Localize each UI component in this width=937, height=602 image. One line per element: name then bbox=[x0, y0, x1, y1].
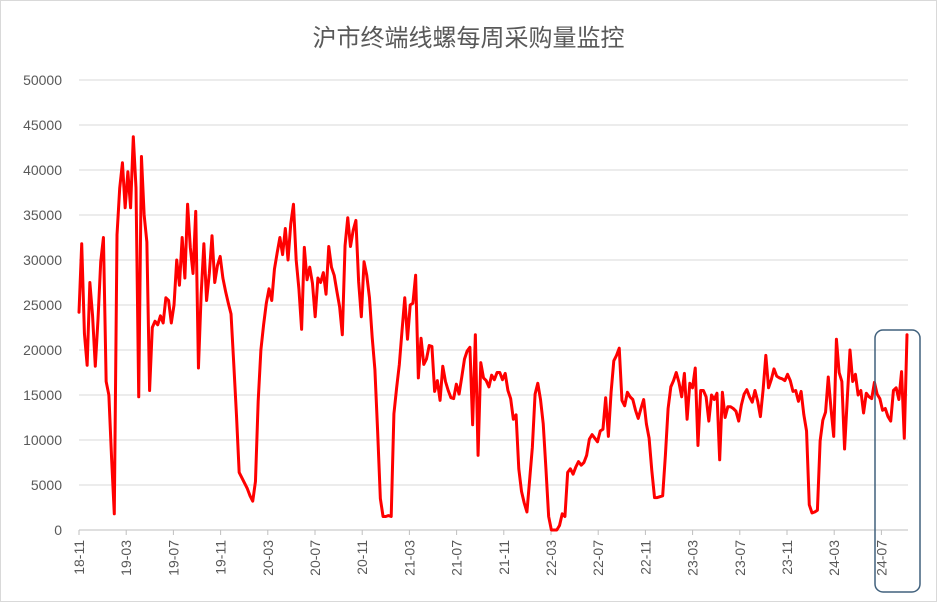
y-tick-label: 15000 bbox=[23, 387, 62, 403]
x-tick-label: 24-03 bbox=[826, 540, 842, 576]
x-tick-label: 22-03 bbox=[543, 540, 559, 576]
y-tick-label: 20000 bbox=[23, 342, 62, 358]
highlight-layer bbox=[874, 329, 921, 593]
x-tick-label: 21-11 bbox=[496, 540, 512, 575]
x-tick-label: 19-07 bbox=[165, 540, 181, 576]
x-tick-label: 20-07 bbox=[307, 540, 323, 576]
y-tick-label: 35000 bbox=[23, 207, 62, 223]
y-tick-label: 25000 bbox=[23, 297, 62, 313]
y-tick-label: 45000 bbox=[23, 117, 62, 133]
x-axis-ticks: 18-11 19-03 19-07 19-11 20-03 20-07 20-11 21-03… bbox=[71, 530, 889, 576]
series-line-0 bbox=[77, 135, 909, 532]
x-tick-label: 19-03 bbox=[118, 540, 134, 576]
x-tick-label: 23-07 bbox=[732, 540, 748, 576]
gridlines bbox=[79, 79, 908, 531]
x-tick-label: 20-11 bbox=[354, 540, 370, 575]
x-tick-label: 19-11 bbox=[213, 540, 229, 575]
x-tick-label: 23-11 bbox=[779, 540, 795, 575]
highlight-box bbox=[874, 329, 921, 593]
y-tick-label: 30000 bbox=[23, 252, 62, 268]
y-tick-label: 50000 bbox=[23, 72, 62, 88]
y-tick-label: 40000 bbox=[23, 162, 62, 178]
x-tick-label: 22-11 bbox=[637, 540, 653, 575]
y-axis-ticks: 0 5000 10000 15000 20000 25000 30000 35000 40000… bbox=[23, 72, 62, 538]
y-tick-label: 5000 bbox=[31, 477, 62, 493]
x-tick-label: 21-07 bbox=[449, 540, 465, 576]
x-tick-label: 22-07 bbox=[590, 540, 606, 576]
chart-title: 沪市终端线螺每周采购量监控 bbox=[312, 24, 625, 52]
x-tick-label: 20-03 bbox=[260, 540, 276, 576]
x-tick-label: 24-07 bbox=[873, 540, 889, 576]
x-tick-label: 18-11 bbox=[71, 540, 87, 575]
series-layer bbox=[77, 135, 909, 532]
x-tick-label: 23-03 bbox=[685, 540, 701, 576]
y-tick-label: 0 bbox=[54, 522, 62, 538]
y-tick-label: 10000 bbox=[23, 432, 62, 448]
x-tick-label: 21-03 bbox=[401, 540, 417, 576]
